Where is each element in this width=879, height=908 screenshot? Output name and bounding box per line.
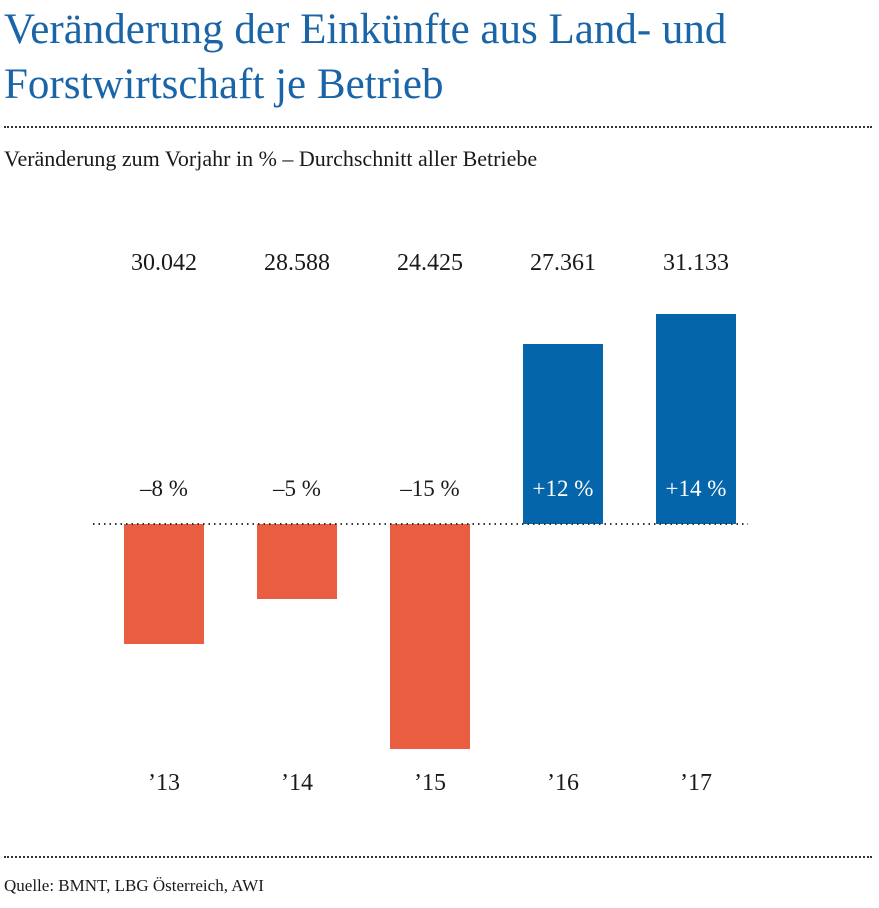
value-label-3: +12 % [533,476,594,501]
income-label-0: 30.042 [131,250,197,276]
x-tick-label-0: ’13 [148,770,180,796]
bottom-divider [4,856,872,858]
bar-3 [523,344,603,524]
chart-subtitle: Veränderung zum Vorjahr in % – Durchschn… [4,146,538,171]
bar-2 [390,524,470,749]
value-label-4: +14 % [666,476,727,501]
income-label-1: 28.588 [264,250,330,276]
value-label-2: –15 % [399,476,459,501]
x-tick-label-2: ’15 [414,770,446,796]
x-tick-label-1: ’14 [281,770,313,796]
bars-group [124,314,736,749]
bar-0 [124,524,204,644]
income-label-4: 31.133 [663,250,729,276]
value-label-1: –5 % [272,476,321,501]
bar-4 [656,314,736,524]
x-tick-label-3: ’16 [547,770,579,796]
x-tick-label-4: ’17 [680,770,712,796]
top-divider [4,126,872,128]
labels-group: 30.042 –8 % ’13 28.588 –5 % ’14 24.425 –15 % ’15… [131,250,729,796]
income-label-3: 27.361 [530,250,596,276]
bar-chart: 30.042 –8 % ’13 28.588 –5 % ’14 24.425 –15 % ’15… [93,250,748,796]
bar-1 [257,524,337,599]
source-note: Quelle: BMNT, LBG Österreich, AWI [4,876,264,895]
value-label-0: –8 % [139,476,188,501]
chart-title: Veränderung der Einkünfte aus Land- und … [4,6,727,108]
income-label-2: 24.425 [397,250,463,276]
